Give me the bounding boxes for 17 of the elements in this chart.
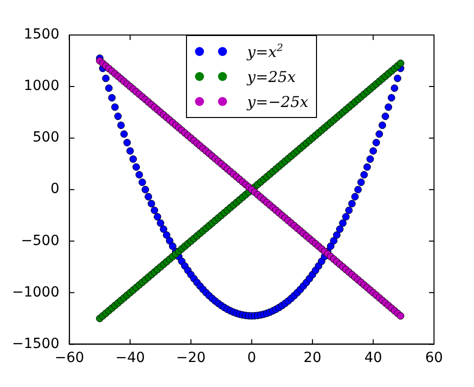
y-tick-label: −500 <box>20 232 60 249</box>
y-tick-label: −1000 <box>12 284 60 300</box>
y-tick-label: 500 <box>32 130 60 146</box>
legend-label: y=x$^{2}$ <box>247 42 284 60</box>
y-tick-label: 0 <box>50 181 60 198</box>
x-tick-label: 40 <box>364 350 382 366</box>
y-tick-label: 1000 <box>24 78 60 94</box>
legend-label: y=−25x <box>247 92 308 110</box>
x-tick-label: −40 <box>115 350 145 366</box>
x-tick-label: 20 <box>304 350 322 366</box>
y-tick-label: 1500 <box>24 26 60 43</box>
x-tick-label: −60 <box>54 350 84 366</box>
x-tick-label: 0 <box>247 350 256 366</box>
legend-label: y=25x <box>247 68 296 86</box>
y-tick-label: −1500 <box>12 336 60 352</box>
x-tick-label: −20 <box>176 350 206 366</box>
x-tick-label: 60 <box>425 350 443 366</box>
